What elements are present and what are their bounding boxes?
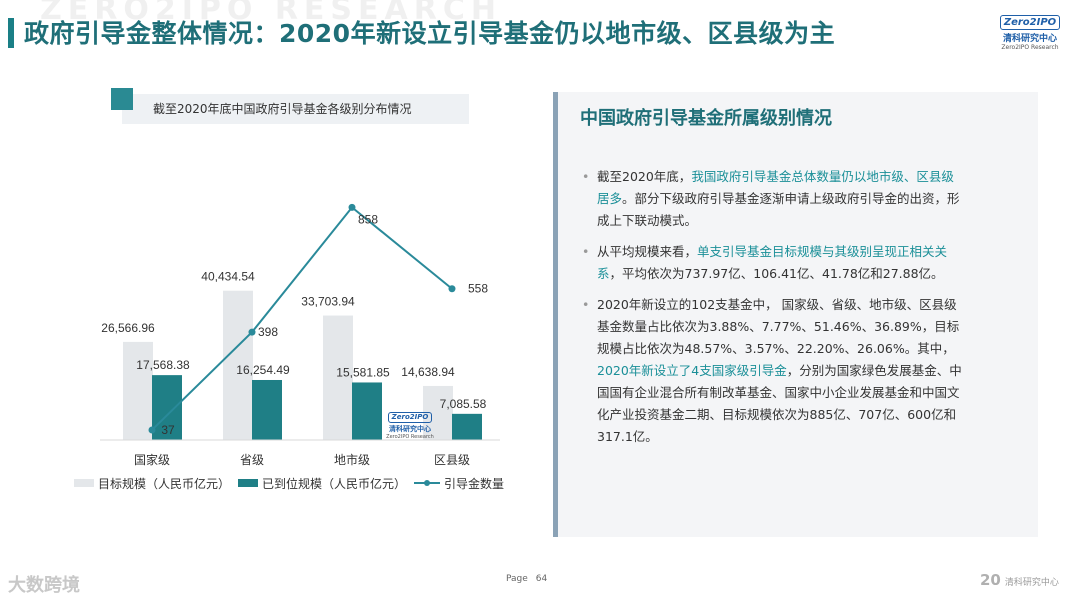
bullet-item: 2020年新设立的102支基金中， 国家级、省级、地市级、区县级基金数量占比依次… <box>580 294 965 448</box>
footer-logo-text: 清科研究中心 <box>1004 578 1059 588</box>
x-tick-label-2: 地市级 <box>334 452 370 467</box>
zero2ipo-logo: Zero2IPO 清科研究中心 Zero2IPO Research <box>995 10 1065 51</box>
bar-target-label-1: 40,434.54 <box>201 270 255 284</box>
watermark-logo-en: Zero2IPO Research <box>386 434 434 440</box>
panel-title: 中国政府引导基金所属级别情况 <box>580 108 832 129</box>
watermark-logo-cn: 清科研究中心 <box>389 425 431 433</box>
watermark-logo-mark: Zero2IPO <box>387 412 433 423</box>
bar-target-1 <box>223 290 253 440</box>
logo-cn-text: 清科研究中心 <box>1002 34 1057 44</box>
bar-actual-label-1: 16,254.49 <box>236 363 290 377</box>
bullet-text: 从平均规模来看， <box>597 244 698 259</box>
background-watermark-text: ZERO2IPO RESEARCH <box>40 0 502 27</box>
bar-actual-1 <box>252 379 282 440</box>
line-label-3: 558 <box>468 282 488 296</box>
footer-logo: 20 清科研究中心 <box>980 571 1059 589</box>
legend-swatch-line-dot <box>424 480 430 486</box>
page-number: Page 64 <box>506 574 547 584</box>
bullet-item: 截至2020年底，我国政府引导基金总体数量仍以地市级、区县级居多。部分下级政府引… <box>580 166 965 232</box>
chart-title: 截至2020年底中国政府引导基金各级别分布情况 <box>153 102 412 116</box>
panel-accent-bar <box>553 92 558 537</box>
x-tick-label-3: 区县级 <box>434 453 470 467</box>
logo-mark: Zero2IPO <box>999 15 1061 30</box>
legend-label-actual: 已到位规模（人民币亿元） <box>262 476 406 491</box>
bar-target-2 <box>323 315 353 440</box>
line-label-0: 37 <box>161 423 175 437</box>
bullet-item: 从平均规模来看，单支引导基金目标规模与其级别呈现正相关关系，平均依次为737.9… <box>580 241 965 285</box>
line-label-2: 858 <box>358 212 378 226</box>
chart-watermark-logo: Zero2IPO 清科研究中心 Zero2IPO Research <box>384 404 436 440</box>
chart-header-square <box>111 88 133 110</box>
page-label: Page <box>506 574 528 584</box>
line-point-0 <box>148 426 156 434</box>
line-label-1: 398 <box>258 325 278 339</box>
page-number-value: 64 <box>535 574 548 584</box>
bullet-list: 截至2020年底，我国政府引导基金总体数量仍以地市级、区县级居多。部分下级政府引… <box>580 166 965 457</box>
line-count-series <box>151 205 453 431</box>
logo-en-text: Zero2IPO Research <box>1001 44 1059 51</box>
line-point-2 <box>348 203 356 211</box>
bar-actual-label-0: 17,568.38 <box>136 358 190 372</box>
bar-actual-0 <box>152 375 182 440</box>
line-point-3 <box>448 285 456 293</box>
bar-actual-label-3: 7,085.58 <box>440 397 487 411</box>
x-tick-label-0: 国家级 <box>134 452 170 467</box>
chart-header-background <box>122 94 469 124</box>
x-tick-label-1: 省级 <box>240 453 264 467</box>
footer-logo-mark: 20 <box>980 571 1001 589</box>
bar-target-0 <box>123 341 153 440</box>
bullet-text: ，平均依次为737.97亿、106.41亿、41.78亿和27.88亿。 <box>609 266 944 281</box>
legend-swatch-target <box>74 479 94 487</box>
title-accent-bar <box>8 18 14 48</box>
bullet-highlight: 2020年新设立了4支国家级引导金 <box>597 363 787 378</box>
bar-target-label-3: 14,638.94 <box>401 365 455 379</box>
bullet-text: 。部分下级政府引导基金逐渐申请上级政府引导金的出资，形成上下联动模式。 <box>597 191 960 228</box>
bar-actual-3 <box>452 413 482 440</box>
bullet-text: ，分别为国家绿色发展基金、中国国有企业混合所有制改革基金、国家中小企业发展基金和… <box>597 363 962 444</box>
bar-actual-label-2: 15,581.85 <box>336 365 390 379</box>
chart: 26,566.96 17,568.38 40,434.54 16,254.49 33,7… <box>74 203 504 491</box>
bar-actual-2 <box>352 382 382 440</box>
bullet-highlight: 我国政府引导基金总体数量仍以地市级、区县级居多 <box>597 169 954 206</box>
bullet-text: 2020年新设立的102支基金中， 国家级、省级、地市级、区县级基金数量占比依次… <box>597 297 960 356</box>
bar-target-label-2: 33,703.94 <box>301 295 355 309</box>
legend-label-line: 引导金数量 <box>444 476 504 491</box>
source-watermark: 大数跨境 <box>8 575 80 596</box>
bullet-text: 截至2020年底， <box>597 169 692 184</box>
bullet-highlight: 单支引导基金目标规模与其级别呈现正相关关系 <box>597 244 948 281</box>
page-title: 政府引导金整体情况：2020年新设立引导基金仍以地市级、区县级为主 <box>24 19 836 48</box>
line-point-1 <box>248 328 256 336</box>
legend-swatch-actual <box>238 479 258 487</box>
bar-target-label-0: 26,566.96 <box>101 321 155 335</box>
legend-label-target: 目标规模（人民币亿元） <box>98 476 230 491</box>
